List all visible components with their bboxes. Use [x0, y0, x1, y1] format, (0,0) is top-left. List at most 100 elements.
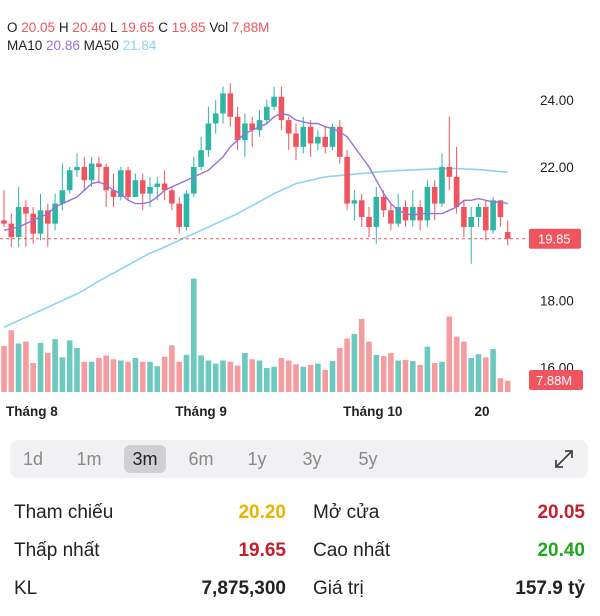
- range-tab-6m[interactable]: 6m: [188, 449, 214, 469]
- volume-bar: [205, 360, 212, 392]
- reference-value: 20.20: [238, 502, 286, 523]
- volume-bar: [278, 357, 285, 392]
- range-tab-1m[interactable]: 1m: [76, 449, 102, 469]
- candle-body: [227, 93, 234, 117]
- volume-bar: [366, 341, 372, 392]
- volume-bar: [242, 352, 248, 392]
- range-tab-5y[interactable]: 5y: [358, 449, 378, 469]
- volume-bar: [147, 361, 153, 392]
- candle-body: [176, 203, 182, 227]
- volume-bar: [1, 346, 7, 392]
- candle-body: [8, 223, 15, 238]
- volume-bar: [329, 361, 336, 392]
- volume-bar: [66, 340, 73, 392]
- volume-bar: [300, 366, 307, 392]
- volume-bar: [154, 366, 161, 392]
- range-tab-1d[interactable]: 1d: [22, 449, 44, 469]
- candle-body: [96, 163, 102, 167]
- volume-bar: [74, 347, 80, 392]
- volume-bar: [23, 341, 29, 392]
- volume-bar: [110, 359, 117, 392]
- ohlc-readout: O 20.05 H 20.40 L 19.65 C 19.85 Vol 7,88…: [7, 20, 269, 35]
- volume-bar: [256, 360, 263, 392]
- highest-value: 20.40: [537, 540, 585, 561]
- volume-bar: [468, 357, 474, 392]
- open-value: 20.05: [21, 20, 56, 35]
- volume-bar: [446, 316, 453, 392]
- range-tab-3y[interactable]: 3y: [302, 449, 322, 469]
- low-value: 19.65: [120, 20, 155, 35]
- close-label: C: [158, 20, 169, 35]
- candle-body: [322, 136, 328, 147]
- candle-body: [52, 203, 58, 224]
- volume-stat-value: 7,875,300: [201, 578, 286, 599]
- price-chart[interactable]: 24.00 22.00 18.00 16.00 19.85 7.88M Tháng 8 Thá…: [0, 0, 600, 430]
- candle-body: [256, 120, 263, 131]
- candle-body: [329, 126, 336, 147]
- expand-icon[interactable]: [552, 447, 576, 471]
- volume-stat-label: KL: [14, 578, 38, 599]
- open-label: O: [7, 20, 18, 35]
- volume-bar: [227, 361, 234, 392]
- volume-bar: [344, 338, 350, 392]
- volume-bar: [161, 356, 168, 392]
- volume-bar: [37, 342, 44, 392]
- candle-body: [1, 220, 7, 224]
- ma-readout: MA10 20.86 MA50 21.84: [7, 38, 156, 53]
- candle-body: [125, 170, 131, 197]
- volume-bar: [497, 378, 504, 392]
- volume-bar: [234, 365, 241, 392]
- candle-body: [475, 206, 482, 217]
- ma50-line: [3, 167, 508, 328]
- volume-bar: [461, 341, 467, 392]
- volume-bar: [417, 364, 423, 392]
- candle-body: [300, 126, 307, 147]
- close-value: 19.85: [171, 20, 206, 35]
- volume-bar: [139, 361, 146, 392]
- volume-bar: [424, 346, 431, 392]
- volume-bar: [132, 357, 139, 392]
- candle-body: [88, 163, 95, 181]
- ma10-label: MA10: [7, 38, 43, 53]
- candle-body: [264, 106, 270, 121]
- candle-body: [380, 196, 387, 211]
- range-tab-1y[interactable]: 1y: [247, 449, 267, 469]
- candle-body: [169, 190, 175, 204]
- candle-body: [271, 96, 277, 107]
- volume-bar: [483, 357, 489, 392]
- candle-body: [388, 210, 394, 224]
- candle-body: [337, 126, 343, 157]
- volume-bar: [52, 339, 58, 392]
- ma50-value: 21.84: [122, 38, 157, 53]
- candle-body: [424, 186, 431, 221]
- volume-bar: [337, 347, 343, 392]
- candle-body: [307, 126, 314, 144]
- open-price-label: Mở cửa: [313, 502, 380, 523]
- candle-body: [118, 170, 124, 197]
- volume-bar: [249, 359, 255, 392]
- candle-body: [191, 166, 197, 194]
- candle-body: [110, 190, 117, 197]
- candle-body: [30, 213, 36, 234]
- volume-bar: [8, 330, 15, 392]
- candle-body: [154, 183, 161, 187]
- trade-value-value: 157.9 tỷ: [515, 578, 585, 599]
- volume-bar: [198, 355, 204, 392]
- ma50-label: MA50: [83, 38, 119, 53]
- volume-bar: [453, 336, 460, 392]
- candle-body: [242, 123, 248, 141]
- volume-bar: [285, 360, 292, 392]
- volume-bar: [388, 352, 394, 392]
- highest-label: Cao nhất: [313, 540, 391, 561]
- volume-bar: [395, 360, 401, 392]
- range-tab-3m[interactable]: 3m: [124, 445, 166, 473]
- high-value: 20.40: [72, 20, 107, 35]
- candle-body: [15, 206, 22, 238]
- volume-bar: [220, 360, 226, 392]
- y-tick-label: 18.00: [540, 293, 574, 308]
- volume-bar: [439, 361, 445, 392]
- candle-body: [23, 206, 29, 214]
- candle-body: [351, 200, 358, 204]
- volume-value: 7,88M: [231, 20, 270, 35]
